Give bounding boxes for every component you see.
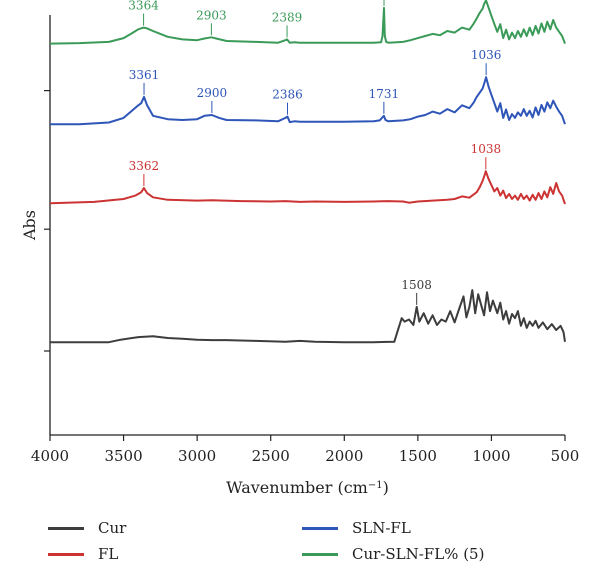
legend-label: Cur: [98, 519, 127, 537]
x-tick-label: 3500: [104, 447, 142, 465]
peak-label: 2903: [196, 8, 227, 22]
x-tick-label: 3000: [178, 447, 216, 465]
legend-swatch: [302, 526, 338, 530]
peak-label: 1508: [401, 278, 432, 292]
peak-label: 3364: [128, 0, 159, 13]
legend-item-cur: Cur: [48, 519, 126, 537]
legend-swatch: [48, 526, 84, 530]
x-tick-label: 500: [551, 447, 580, 465]
x-axis-title: Wavenumber (cm−1): [226, 478, 389, 497]
series-line-3: [49, 0, 566, 45]
annotation-layer: 1508 3362 1038 3361 2900 2386 1731 1036 3364 2903…: [128, 0, 501, 305]
peak-label: 2900: [197, 86, 228, 100]
peak-label: 1036: [471, 48, 502, 62]
legend-label: Cur-SLN-FL% (5): [352, 545, 485, 563]
series-line-1: [49, 170, 566, 205]
peak-label: 1731: [369, 87, 400, 101]
legend-label: SLN-FL: [352, 519, 411, 537]
axes: 4000 3500 3000 2500 2000 1500 1000 500: [31, 15, 579, 465]
legend-label: FL: [98, 545, 119, 563]
legend-item-fl: FL: [48, 545, 118, 563]
legend-swatch: [302, 552, 338, 556]
legend: Cur FL SLN-FL Cur-SLN-FL% (5): [40, 515, 560, 575]
peak-label: 3362: [129, 159, 160, 173]
ftir-chart: 4000 3500 3000 2500 2000 1500 1000 500 1508 3362…: [20, 0, 579, 497]
legend-item-sln-fl: SLN-FL: [302, 519, 411, 537]
series-line-2: [50, 76, 566, 126]
x-tick-label: 2500: [252, 447, 290, 465]
peak-label: 2386: [272, 88, 303, 102]
peak-label: 2389: [272, 10, 303, 24]
legend-swatch: [48, 552, 84, 556]
x-tick-label: 1500: [399, 447, 437, 465]
x-tick-label: 4000: [31, 447, 69, 465]
x-tick-label: 2000: [325, 447, 363, 465]
series-line-0: [50, 289, 566, 344]
peak-label: 1038: [471, 142, 502, 156]
peak-label: 3361: [129, 68, 160, 82]
legend-item-cur-sln-fl: Cur-SLN-FL% (5): [302, 545, 484, 563]
x-tick-label: 1000: [472, 447, 510, 465]
series-layer: [49, 0, 566, 344]
y-axis-title: Abs: [20, 210, 39, 241]
